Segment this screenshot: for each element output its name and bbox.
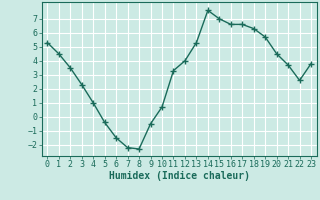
X-axis label: Humidex (Indice chaleur): Humidex (Indice chaleur) [109,171,250,181]
